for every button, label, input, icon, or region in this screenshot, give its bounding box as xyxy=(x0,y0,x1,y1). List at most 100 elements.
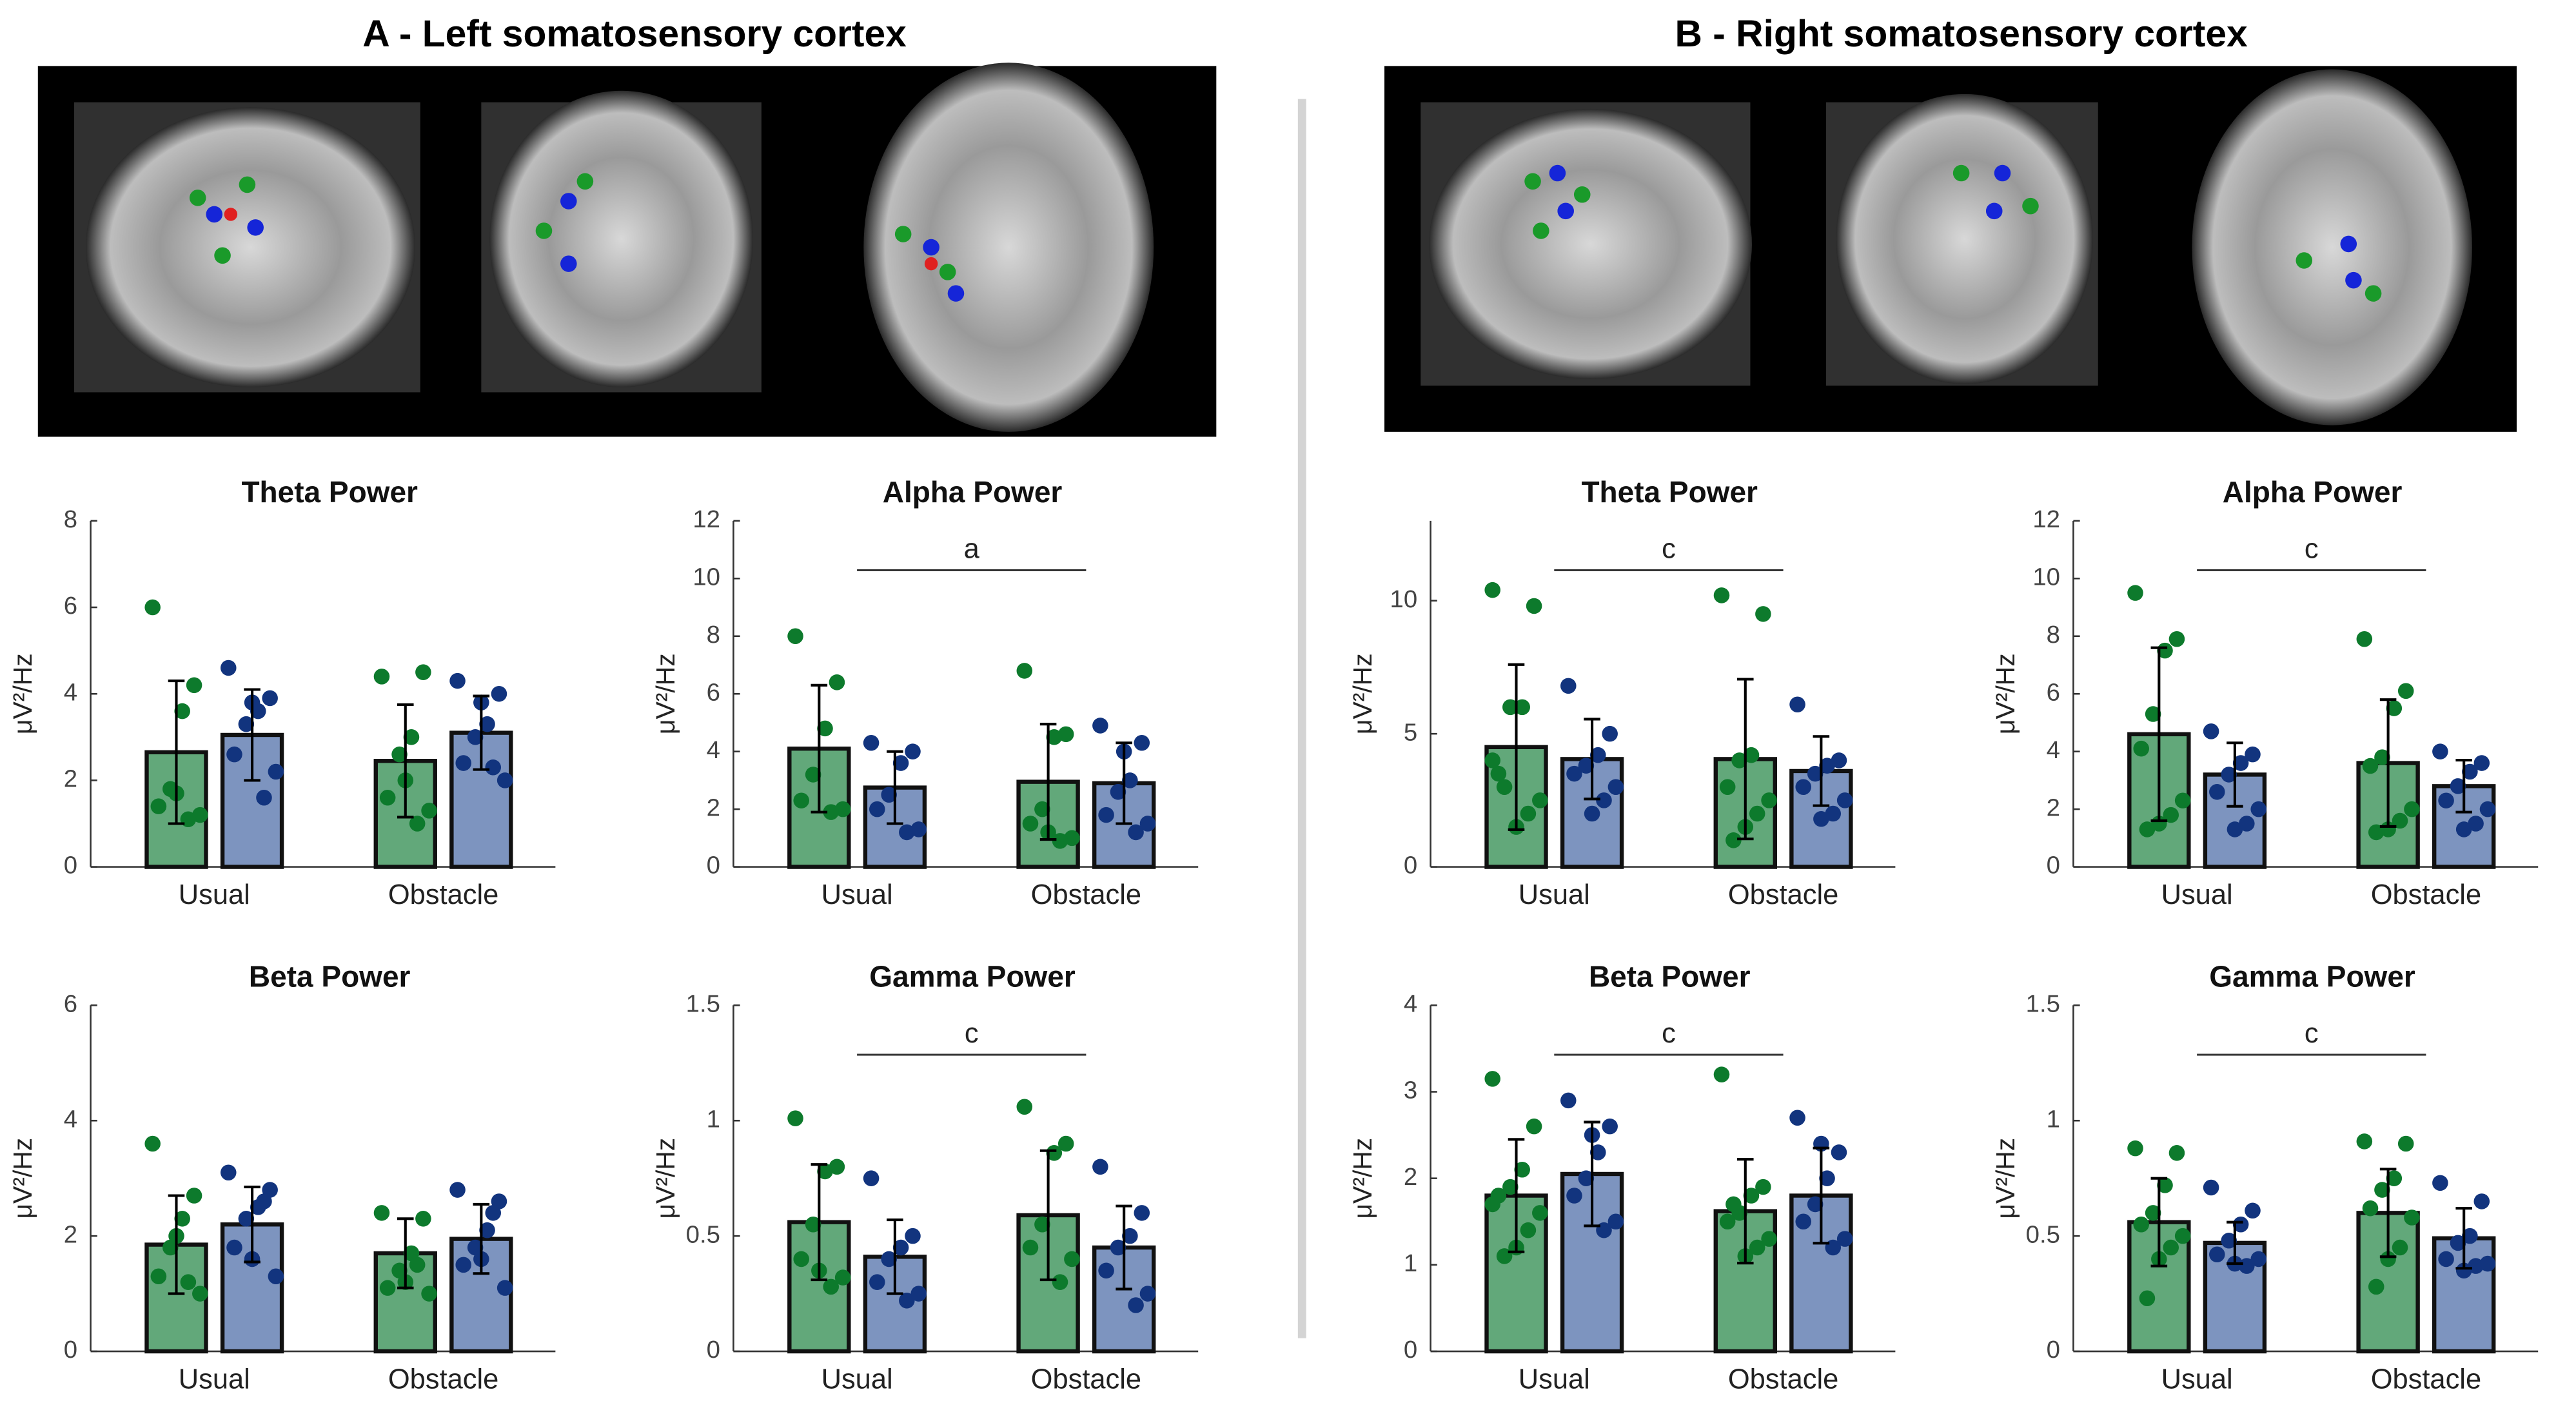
data-point xyxy=(1046,1145,1063,1161)
error-bar xyxy=(1737,678,1754,841)
data-point xyxy=(373,1205,390,1221)
data-point xyxy=(899,1293,915,1309)
data-point xyxy=(2245,1202,2261,1219)
y-tick-label: 8 xyxy=(707,621,720,649)
data-point xyxy=(1761,1231,1777,1247)
data-point xyxy=(863,734,880,751)
data-point xyxy=(1726,1196,1742,1213)
x-tick-label: Obstacle xyxy=(388,1364,498,1395)
data-point xyxy=(1807,765,1824,782)
data-point xyxy=(1584,805,1600,822)
data-point xyxy=(1560,678,1577,694)
data-point xyxy=(1064,1251,1080,1267)
error-bar xyxy=(2227,1220,2243,1266)
data-point xyxy=(2203,723,2219,739)
y-tick-label: 8 xyxy=(2047,621,2060,649)
y-tick-label: 1.5 xyxy=(2026,990,2060,1017)
data-point xyxy=(869,1274,885,1290)
data-point xyxy=(238,716,255,732)
chart-title: Gamma Power xyxy=(2209,960,2415,993)
data-point xyxy=(892,755,909,771)
data-point xyxy=(1743,1188,1760,1204)
data-point xyxy=(485,759,502,776)
data-point xyxy=(1057,1135,1074,1152)
chart-title: Alpha Power xyxy=(883,475,1063,509)
data-point xyxy=(1016,1099,1033,1115)
data-point xyxy=(1098,1262,1114,1279)
data-point xyxy=(2380,1251,2396,1267)
y-tick-label: 0 xyxy=(64,1336,77,1364)
data-point xyxy=(2221,1233,2237,1249)
data-point xyxy=(2239,1258,2255,1274)
data-point xyxy=(1590,747,1606,763)
data-point xyxy=(174,703,190,719)
data-point xyxy=(2468,1258,2484,1274)
data-point xyxy=(2432,1175,2448,1191)
data-point xyxy=(1836,792,1853,808)
data-point xyxy=(1092,1159,1108,1175)
data-point xyxy=(379,789,396,806)
y-tick-label: 0 xyxy=(2047,1336,2060,1364)
chart-title: Gamma Power xyxy=(869,960,1076,993)
data-point xyxy=(787,1110,803,1126)
y-tick-label: 0.5 xyxy=(2026,1220,2060,1248)
error-bar xyxy=(2455,759,2472,814)
data-point xyxy=(1831,1144,1847,1160)
data-point xyxy=(174,1211,190,1227)
significance-label: c xyxy=(2305,1018,2319,1049)
data-point xyxy=(2397,683,2414,700)
y-tick-label: 2 xyxy=(2047,794,2060,821)
data-point xyxy=(1098,807,1114,823)
data-point xyxy=(1502,699,1519,716)
error-bar xyxy=(397,1217,414,1289)
data-point xyxy=(905,1228,921,1244)
data-point xyxy=(1122,772,1138,788)
data-point xyxy=(2450,778,2466,794)
data-point xyxy=(2133,1216,2150,1233)
data-point xyxy=(2168,631,2185,647)
data-point xyxy=(497,1280,513,1296)
data-point xyxy=(1713,587,1730,603)
data-point xyxy=(2145,1205,2161,1221)
data-point xyxy=(144,599,161,616)
y-tick-label: 2 xyxy=(1404,1163,1417,1191)
data-point xyxy=(1719,779,1736,795)
y-tick-label: 6 xyxy=(64,990,77,1017)
data-point xyxy=(2386,1170,2403,1186)
y-tick-label: 0 xyxy=(707,852,720,879)
data-point xyxy=(1731,752,1747,768)
data-point xyxy=(1825,805,1842,822)
data-point xyxy=(2397,1135,2414,1152)
panel-title: B - Right somatosensory cortex xyxy=(1675,13,2248,55)
data-point xyxy=(1813,811,1829,827)
data-point xyxy=(2404,801,2420,817)
data-point xyxy=(2245,746,2261,763)
data-point xyxy=(150,798,167,814)
data-point xyxy=(2473,1193,2490,1209)
data-point xyxy=(1789,696,1805,713)
significance-label: c xyxy=(1662,1018,1676,1049)
x-tick-label: Usual xyxy=(1519,879,1590,910)
data-point xyxy=(192,807,208,823)
data-point xyxy=(1795,1213,1812,1230)
x-tick-label: Obstacle xyxy=(1031,879,1141,910)
chart-title: Beta Power xyxy=(249,960,411,993)
data-point xyxy=(1128,824,1144,841)
data-point xyxy=(226,746,242,763)
data-point xyxy=(1057,726,1074,743)
data-point xyxy=(2368,824,2384,841)
data-point xyxy=(2392,812,2408,829)
chart-title: Alpha Power xyxy=(2223,475,2403,509)
data-point xyxy=(1484,1196,1500,1213)
y-axis-label: μV²/Hz xyxy=(1991,653,2020,734)
data-point xyxy=(793,1251,809,1267)
data-point xyxy=(1526,598,1542,614)
data-point xyxy=(373,669,390,685)
data-point xyxy=(479,716,495,732)
data-point xyxy=(1795,779,1812,795)
data-point xyxy=(1713,1066,1730,1082)
data-point xyxy=(2227,821,2243,837)
data-point xyxy=(1064,830,1080,847)
data-point xyxy=(497,772,513,788)
significance-label: c xyxy=(1662,533,1676,564)
